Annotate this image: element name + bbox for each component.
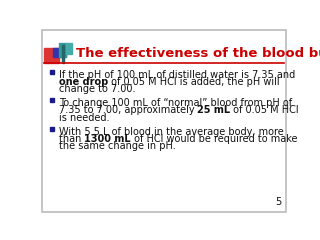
Text: one drop: one drop (59, 77, 108, 87)
FancyBboxPatch shape (42, 30, 286, 212)
Text: The effectiveness of the blood buffer: The effectiveness of the blood buffer (76, 47, 320, 60)
Text: of HCl would be required to make: of HCl would be required to make (131, 134, 297, 144)
Bar (50, 98, 54, 102)
Bar (59, 43, 66, 57)
Text: change to 7.00.: change to 7.00. (59, 84, 135, 94)
Bar (53, 48, 66, 57)
Bar (50, 127, 54, 131)
Text: is needed.: is needed. (59, 113, 109, 123)
Text: With 5.5 L of blood in the average body, more: With 5.5 L of blood in the average body,… (59, 126, 283, 137)
Text: 7.35 to 7.00, approximately: 7.35 to 7.00, approximately (59, 105, 197, 115)
Text: the same change in pH.: the same change in pH. (59, 141, 175, 151)
Text: 25 mL: 25 mL (197, 105, 230, 115)
Bar (62, 45, 64, 63)
Text: If the pH of 100 mL of distilled water is 7.35 and: If the pH of 100 mL of distilled water i… (59, 70, 295, 80)
Text: To change 100 mL of “normal” blood from pH of: To change 100 mL of “normal” blood from … (59, 98, 292, 108)
Text: of 0.05 M HCl: of 0.05 M HCl (230, 105, 299, 115)
Text: 1300 mL: 1300 mL (84, 134, 131, 144)
Text: 5: 5 (276, 198, 282, 207)
Text: of 0.05 M HCl is added, the pH will: of 0.05 M HCl is added, the pH will (108, 77, 279, 87)
Bar (50, 70, 54, 74)
Bar (66, 43, 72, 54)
Bar (44, 48, 60, 63)
Text: than: than (59, 134, 84, 144)
